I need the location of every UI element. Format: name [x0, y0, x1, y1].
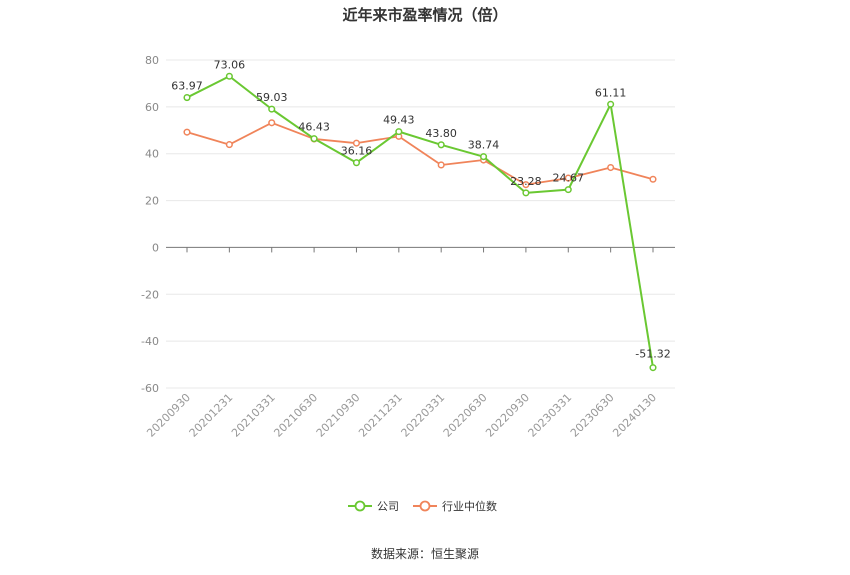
data-label: 36.16: [341, 145, 373, 158]
data-point-company: [437, 141, 445, 149]
data-point-industry: [564, 174, 572, 182]
x-tick-label: 20240130: [610, 391, 659, 440]
x-tick-label: 20211231: [356, 391, 405, 440]
data-label: 43.80: [425, 127, 457, 140]
x-tick-label: 20220930: [483, 391, 532, 440]
x-tick-label: 20210930: [314, 391, 363, 440]
data-point-company: [649, 364, 657, 372]
y-tick-label: 80: [145, 54, 159, 67]
y-tick-label: -60: [141, 382, 159, 395]
data-label: 23.28: [510, 175, 542, 188]
data-point-industry: [522, 181, 530, 189]
x-tick-label: 20230331: [526, 391, 575, 440]
legend-marker-company: [354, 500, 366, 512]
x-tick-label: 20210331: [229, 391, 278, 440]
legend-marker-industry: [419, 500, 431, 512]
series-line-company: [186, 75, 654, 368]
data-point-company: [607, 100, 615, 108]
data-point-company: [268, 105, 276, 113]
x-tick-label: 20220331: [399, 391, 448, 440]
y-tick-label: 0: [152, 241, 159, 254]
data-point-industry: [268, 119, 276, 127]
data-point-company: [310, 135, 318, 143]
data-point-industry: [225, 141, 233, 149]
data-point-industry: [607, 163, 615, 172]
data-label: 49.43: [383, 114, 415, 127]
y-tick-label: -20: [141, 288, 159, 301]
data-point-company: [395, 128, 403, 136]
y-tick-label: 20: [145, 195, 159, 208]
x-tick-label: 20230630: [568, 391, 617, 440]
x-tick-label: 20210630: [271, 391, 320, 440]
data-point-industry: [352, 139, 361, 147]
x-tick-label: 20200930: [144, 391, 193, 440]
data-label: 24.67: [553, 172, 585, 185]
data-point-company: [522, 189, 530, 197]
data-point-industry: [437, 161, 445, 169]
data-point-company: [225, 72, 233, 80]
x-tick-label: 20220630: [441, 391, 490, 440]
data-point-company: [352, 159, 361, 167]
y-tick-label: 40: [145, 148, 159, 161]
data-label: -51.32: [635, 348, 670, 361]
data-point-industry: [649, 175, 657, 183]
data-label: 63.97: [171, 80, 203, 93]
data-point-company: [479, 153, 488, 161]
data-point-company: [183, 94, 191, 102]
legend-label-company: 公司: [377, 500, 399, 513]
data-point-industry: [183, 128, 191, 136]
data-label: 73.06: [214, 58, 246, 71]
y-tick-label: -40: [141, 335, 159, 348]
data-source: 数据来源：恒生聚源: [370, 547, 479, 561]
data-label: 46.43: [298, 121, 330, 134]
data-label: 38.74: [468, 139, 500, 152]
chart-title: 近年来市盈率情况（倍）: [342, 6, 508, 24]
x-tick-label: 20201231: [187, 391, 236, 440]
y-tick-label: 60: [145, 101, 159, 114]
data-point-company: [564, 186, 572, 194]
data-label: 59.03: [256, 91, 288, 104]
legend-label-industry: 行业中位数: [442, 499, 497, 513]
data-label: 61.11: [595, 86, 627, 99]
